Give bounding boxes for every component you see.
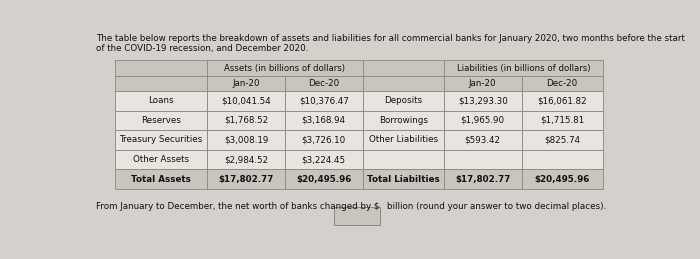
Bar bbox=[115, 60, 207, 76]
Text: $3,726.10: $3,726.10 bbox=[302, 135, 346, 145]
Text: Other Assets: Other Assets bbox=[133, 155, 189, 164]
Bar bbox=[285, 150, 363, 169]
Bar bbox=[285, 130, 363, 150]
Text: $20,495.96: $20,495.96 bbox=[296, 175, 351, 184]
Text: Liabilities (in billions of dollars): Liabilities (in billions of dollars) bbox=[456, 63, 590, 73]
Text: Deposits: Deposits bbox=[384, 96, 422, 105]
Bar bbox=[363, 111, 444, 130]
Bar bbox=[363, 60, 444, 76]
Text: $1,715.81: $1,715.81 bbox=[540, 116, 584, 125]
Text: Jan-20: Jan-20 bbox=[469, 79, 496, 88]
Text: Other Liabilities: Other Liabilities bbox=[369, 135, 438, 145]
Text: Total Liabilties: Total Liabilties bbox=[367, 175, 440, 184]
Bar bbox=[285, 169, 363, 189]
Bar bbox=[207, 60, 363, 76]
Bar bbox=[115, 111, 207, 130]
Bar bbox=[522, 150, 603, 169]
Bar bbox=[285, 91, 363, 111]
Text: Loans: Loans bbox=[148, 96, 174, 105]
Text: $1,768.52: $1,768.52 bbox=[224, 116, 268, 125]
Bar bbox=[444, 169, 522, 189]
Text: of the COVID-19 recession, and December 2020.: of the COVID-19 recession, and December … bbox=[96, 44, 308, 53]
Bar bbox=[115, 76, 207, 91]
Bar bbox=[522, 130, 603, 150]
Bar bbox=[207, 76, 285, 91]
Bar bbox=[207, 169, 285, 189]
Bar bbox=[363, 150, 444, 169]
Bar bbox=[285, 76, 363, 91]
Bar bbox=[115, 91, 207, 111]
Text: From January to December, the net worth of banks changed by $: From January to December, the net worth … bbox=[96, 202, 379, 211]
Bar bbox=[363, 76, 444, 91]
Bar bbox=[444, 76, 522, 91]
Text: $825.74: $825.74 bbox=[544, 135, 580, 145]
Text: $3,224.45: $3,224.45 bbox=[302, 155, 346, 164]
Bar bbox=[444, 60, 603, 76]
Text: Borrowings: Borrowings bbox=[379, 116, 428, 125]
Text: $20,495.96: $20,495.96 bbox=[535, 175, 590, 184]
Bar bbox=[522, 91, 603, 111]
Bar bbox=[522, 169, 603, 189]
Text: $17,802.77: $17,802.77 bbox=[218, 175, 274, 184]
Bar bbox=[115, 150, 207, 169]
Text: Jan-20: Jan-20 bbox=[232, 79, 260, 88]
Bar bbox=[363, 130, 444, 150]
Text: Dec-20: Dec-20 bbox=[547, 79, 578, 88]
Bar bbox=[335, 207, 381, 225]
Text: $3,008.19: $3,008.19 bbox=[224, 135, 268, 145]
Bar bbox=[444, 91, 522, 111]
Bar bbox=[444, 150, 522, 169]
Text: Reserves: Reserves bbox=[141, 116, 181, 125]
Text: billion (round your answer to two decimal places).: billion (round your answer to two decima… bbox=[387, 202, 606, 211]
Bar bbox=[363, 91, 444, 111]
Bar bbox=[207, 150, 285, 169]
Text: Total Assets: Total Assets bbox=[131, 175, 191, 184]
Text: $593.42: $593.42 bbox=[465, 135, 500, 145]
Bar bbox=[207, 91, 285, 111]
Text: $13,293.30: $13,293.30 bbox=[458, 96, 508, 105]
Bar bbox=[522, 111, 603, 130]
Text: $2,984.52: $2,984.52 bbox=[224, 155, 268, 164]
Text: The table below reports the breakdown of assets and liabilities for all commerci: The table below reports the breakdown of… bbox=[96, 34, 685, 43]
Bar bbox=[363, 169, 444, 189]
Bar bbox=[522, 76, 603, 91]
Bar bbox=[115, 130, 207, 150]
Text: $10,041.54: $10,041.54 bbox=[221, 96, 271, 105]
Text: Dec-20: Dec-20 bbox=[308, 79, 340, 88]
Bar bbox=[444, 130, 522, 150]
Text: $16,061.82: $16,061.82 bbox=[538, 96, 587, 105]
Text: $10,376.47: $10,376.47 bbox=[299, 96, 349, 105]
Text: $17,802.77: $17,802.77 bbox=[455, 175, 510, 184]
Bar bbox=[207, 130, 285, 150]
Bar bbox=[115, 169, 207, 189]
Text: $3,168.94: $3,168.94 bbox=[302, 116, 346, 125]
Bar bbox=[444, 111, 522, 130]
Bar bbox=[207, 111, 285, 130]
Bar bbox=[285, 111, 363, 130]
Text: Assets (in billions of dollars): Assets (in billions of dollars) bbox=[225, 63, 346, 73]
Text: Treasury Securities: Treasury Securities bbox=[120, 135, 202, 145]
Text: $1,965.90: $1,965.90 bbox=[461, 116, 505, 125]
